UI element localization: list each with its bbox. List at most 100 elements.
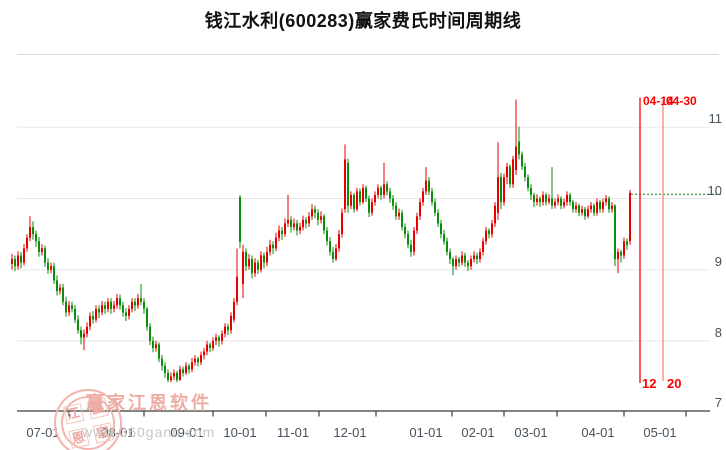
candle-body: [554, 202, 556, 206]
candle-body: [53, 266, 55, 281]
candle-body: [518, 141, 520, 155]
x-axis-label-07-01: 07-01: [26, 425, 60, 440]
candle-body: [194, 358, 196, 363]
candle-body: [92, 315, 94, 320]
candle-body: [317, 212, 319, 220]
candle-body: [365, 187, 367, 199]
candle-body: [305, 219, 307, 224]
candle-body: [608, 198, 610, 210]
candle-body: [386, 184, 388, 192]
candle-body: [80, 330, 82, 338]
candle-body: [65, 301, 67, 313]
candle-body: [83, 333, 85, 338]
candle-body: [254, 262, 256, 274]
candle-body: [131, 301, 133, 309]
candle-body: [326, 230, 328, 242]
candle-body: [245, 251, 247, 267]
candle-body: [605, 198, 607, 203]
x-axis-label-05-01: 05-01: [643, 425, 677, 440]
candle-body: [545, 194, 547, 203]
candle-body: [629, 192, 631, 242]
y-axis-label-10: 10: [707, 182, 722, 198]
candle-body: [26, 237, 28, 249]
candle-body: [86, 326, 88, 334]
candle-body: [314, 209, 316, 213]
candle-body: [368, 198, 370, 213]
candle-body: [182, 369, 184, 373]
candle-body: [362, 187, 364, 203]
candle-body: [431, 191, 433, 203]
candle-body: [110, 301, 112, 309]
candle-body: [20, 255, 22, 263]
candle-body: [113, 305, 115, 309]
candle-body: [149, 326, 151, 341]
candle-body: [143, 301, 145, 309]
candle-body: [524, 166, 526, 178]
candle-body: [284, 223, 286, 235]
candle-body: [572, 202, 574, 210]
candle-body: [104, 305, 106, 309]
candle-body: [473, 255, 475, 260]
candle-body: [251, 259, 253, 274]
candle-body: [227, 326, 229, 331]
candle-body: [278, 230, 280, 238]
candle-body: [497, 177, 499, 213]
candle-body: [95, 308, 97, 320]
candle-body: [14, 259, 16, 267]
candle-body: [392, 198, 394, 206]
candle-body: [476, 255, 478, 260]
candle-body: [236, 276, 238, 302]
candle-body: [188, 365, 190, 370]
candle-body: [440, 223, 442, 235]
candle-body: [161, 358, 163, 366]
candle-body: [533, 194, 535, 203]
candle-body: [371, 202, 373, 213]
candle-body: [425, 180, 427, 192]
candle-body: [179, 369, 181, 381]
candle-body: [290, 219, 292, 227]
candle-body: [374, 194, 376, 203]
candle-body: [410, 244, 412, 252]
candle-body: [164, 365, 166, 373]
candle-body: [173, 372, 175, 377]
candle-body: [35, 234, 37, 242]
candle-body: [320, 216, 322, 220]
candle-body: [191, 362, 193, 370]
x-axis-label-01-01: 01-01: [409, 425, 443, 440]
candle-body: [260, 255, 262, 270]
fib-date-label-1: 04-14: [643, 94, 674, 108]
candle-body: [470, 259, 472, 267]
candle-body: [233, 301, 235, 320]
candle-body: [512, 159, 514, 185]
candle-body: [380, 187, 382, 195]
candle-body: [137, 298, 139, 306]
candle-body: [209, 344, 211, 349]
x-axis-label-08-01: 08-01: [101, 425, 135, 440]
y-axis-label-11: 11: [708, 111, 723, 127]
candle-body: [446, 241, 448, 252]
candle-body: [536, 198, 538, 203]
candle-body: [29, 226, 31, 238]
candle-body: [107, 301, 109, 309]
candle-body: [515, 146, 517, 171]
candle-body: [275, 237, 277, 249]
candle-body: [416, 216, 418, 231]
candle-body: [377, 187, 379, 195]
candle-body: [50, 266, 52, 270]
candle-body: [221, 333, 223, 341]
candle-body: [620, 251, 622, 256]
candle-body: [464, 255, 466, 263]
candle-body: [266, 251, 268, 263]
candle-body: [224, 326, 226, 334]
candle-body: [185, 365, 187, 373]
candle-body: [302, 219, 304, 227]
candle-body: [230, 315, 232, 331]
candle-body: [323, 216, 325, 231]
fib-cycle-count-2: 20: [667, 376, 682, 391]
candle-body: [71, 305, 73, 309]
candle-body: [206, 344, 208, 352]
candle-body: [527, 177, 529, 188]
fib-date-label-2: 04-30: [666, 94, 697, 108]
candle-body: [281, 230, 283, 235]
candle-body: [566, 194, 568, 203]
